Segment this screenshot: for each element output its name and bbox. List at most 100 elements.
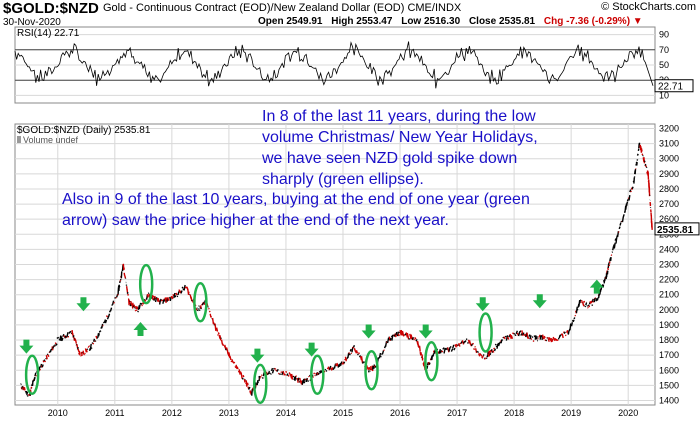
price-segment — [144, 299, 147, 302]
price-segment — [146, 293, 149, 298]
price-segment — [55, 343, 58, 346]
price-segment — [222, 344, 225, 347]
price-segment — [472, 342, 475, 345]
price-segment — [21, 385, 24, 389]
price-segment — [175, 292, 178, 296]
price-tick-label: 1600 — [659, 365, 679, 375]
price-segment — [645, 166, 648, 169]
price-segment — [304, 378, 307, 381]
price-segment — [531, 336, 534, 339]
price-segment — [559, 334, 562, 337]
price-segment — [208, 307, 210, 310]
price-segment — [629, 189, 632, 193]
price-segment — [473, 347, 476, 351]
price-segment — [464, 340, 467, 343]
price-segment — [583, 300, 586, 303]
price-segment — [62, 333, 65, 337]
price-segment — [411, 337, 415, 341]
price-segment — [295, 375, 298, 378]
price-segment — [180, 290, 183, 294]
price-segment — [287, 374, 290, 377]
price-segment — [535, 336, 538, 340]
price-segment — [258, 375, 261, 382]
price-segment — [588, 305, 591, 308]
price-segment — [60, 336, 63, 342]
rsi-last-box — [654, 79, 694, 93]
price-segment — [480, 354, 483, 357]
price-segment — [271, 369, 275, 374]
price-segment — [476, 350, 479, 353]
price-segment — [177, 291, 180, 296]
price-segment — [339, 361, 343, 366]
price-segment — [173, 292, 176, 299]
price-segment — [135, 305, 138, 310]
price-segment — [75, 340, 78, 344]
price-segment — [248, 386, 251, 389]
price-segment — [461, 340, 465, 345]
price-segment — [510, 335, 514, 339]
price-segment — [61, 337, 64, 342]
price-segment — [631, 186, 634, 190]
price-segment — [22, 386, 25, 391]
price-segment — [406, 332, 410, 340]
price-segment — [156, 297, 159, 302]
price-segment — [147, 292, 150, 295]
price-segment — [489, 353, 492, 356]
price-segment — [140, 302, 143, 306]
price-segment — [352, 344, 356, 348]
price-segment — [355, 350, 359, 354]
price-segment — [308, 375, 310, 378]
price-segment — [107, 313, 111, 318]
price-segment — [579, 299, 582, 302]
price-segment — [294, 375, 297, 381]
price-segment — [202, 301, 205, 305]
year-tick-label: 2016 — [390, 408, 410, 418]
price-segment — [399, 330, 402, 336]
price-segment — [432, 353, 435, 357]
price-segment — [154, 297, 158, 303]
price-segment — [77, 348, 80, 352]
price-segment — [490, 348, 493, 352]
price-segment — [85, 348, 88, 353]
price-segment — [327, 366, 331, 371]
price-segment — [303, 378, 306, 384]
price-segment — [469, 343, 473, 347]
price-segment — [367, 367, 370, 371]
price-segment — [276, 368, 279, 372]
price-segment — [590, 301, 592, 304]
green-ellipse-marker — [364, 350, 379, 391]
price-segment — [234, 365, 237, 369]
price-segment — [483, 358, 486, 360]
price-segment — [215, 327, 219, 332]
price-segment — [486, 351, 489, 357]
price-segment — [358, 355, 362, 358]
price-segment — [136, 306, 139, 310]
price-segment — [528, 334, 531, 337]
price-segment — [243, 379, 246, 383]
price-segment — [643, 160, 646, 163]
price-segment — [595, 298, 598, 302]
price-segment — [217, 332, 220, 335]
price-segment — [347, 352, 350, 359]
price-segment — [45, 357, 47, 360]
price-segment — [418, 345, 421, 352]
price-segment — [157, 297, 160, 302]
rsi-title: RSI(14) 22.71 — [17, 28, 80, 39]
price-segment — [224, 344, 227, 350]
price-segment — [283, 373, 287, 376]
price-segment — [155, 296, 158, 299]
green-down-arrow-icon — [19, 339, 34, 354]
price-segment — [229, 355, 232, 361]
price-segment — [199, 305, 202, 309]
price-segment — [171, 295, 174, 300]
ohlc-open: Open 2549.91 — [258, 16, 323, 27]
price-segment — [232, 361, 235, 364]
year-tick-label: 2012 — [162, 408, 182, 418]
price-segment — [360, 356, 364, 364]
green-ellipse-marker — [24, 354, 40, 396]
price-tick-label: 1800 — [659, 335, 679, 345]
price-segment — [87, 346, 90, 348]
price-segment — [290, 373, 294, 380]
price-segment — [474, 348, 478, 354]
